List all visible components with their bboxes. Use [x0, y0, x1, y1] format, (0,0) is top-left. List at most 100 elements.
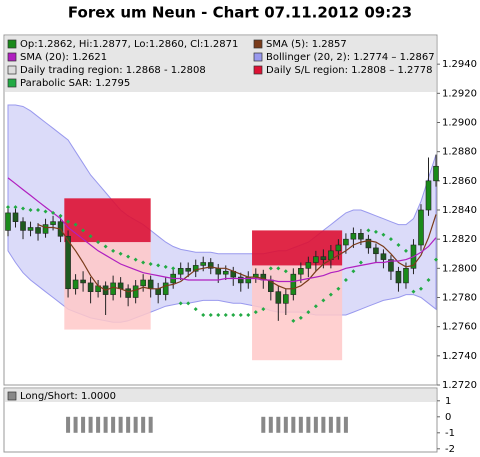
candle-body [373, 247, 379, 255]
candle-body [388, 259, 394, 272]
bar [118, 416, 123, 433]
sar-dot [66, 219, 71, 224]
sar-dot [261, 307, 266, 312]
candle-body [335, 244, 342, 252]
sar-dot [141, 260, 146, 265]
candle-body [305, 262, 312, 269]
legend-swatch [253, 52, 263, 62]
bar [336, 416, 341, 433]
legend-box [5, 389, 436, 402]
lower-plot: 1 0 -1 -2 Long/Short: 1.0000 [5, 389, 455, 455]
legend-label: SMA (5): 1.2857 [266, 39, 347, 50]
sar-dot [111, 248, 116, 253]
candle-body [433, 165, 439, 182]
legend-swatch [7, 391, 17, 401]
bar [306, 416, 311, 433]
sar-dot [396, 243, 401, 247]
candle-body [132, 285, 139, 298]
bar [261, 416, 266, 433]
sar-dot [434, 257, 438, 262]
candle-body [425, 180, 432, 211]
sar-dot [388, 237, 393, 242]
sar-dot [6, 205, 10, 210]
y-tick-label: 1.2720 [442, 380, 477, 391]
candle-body [380, 253, 387, 260]
sar-dot [43, 209, 48, 214]
sar-dot [291, 318, 296, 323]
candle-body [87, 282, 94, 292]
candle-body [343, 238, 349, 246]
sar-dot [358, 260, 363, 265]
sar-dot [366, 228, 371, 233]
bar [66, 416, 71, 433]
bar [141, 416, 146, 433]
bar [268, 416, 273, 433]
sl-region-upper [252, 230, 343, 266]
bar [103, 416, 108, 433]
sar-dot [28, 208, 33, 212]
candle-body [290, 273, 297, 295]
sar-dot [58, 213, 63, 218]
sar-dot [171, 266, 176, 271]
sar-dot [276, 266, 281, 271]
sar-dot [193, 307, 198, 312]
legend-label: Daily trading region: 1.2868 - 1.2808 [20, 65, 206, 76]
bar [126, 416, 131, 433]
candle-body [418, 209, 424, 246]
sar-dot [253, 310, 258, 315]
sar-dot [208, 313, 213, 317]
sar-dot [96, 240, 101, 245]
bar [298, 416, 303, 433]
sar-dot [51, 210, 56, 215]
sar-dot [223, 313, 228, 317]
chart-title: Forex um Neun - Chart 07.11.2012 09:23 [68, 4, 412, 22]
candle-body [155, 288, 161, 295]
candle-body [200, 262, 207, 266]
y-tick-label: 1.2940 [442, 59, 477, 70]
sar-dot [298, 315, 303, 320]
legend-label: Parabolic SAR: 1.2795 [20, 78, 130, 89]
y-tick-label: 1 [445, 396, 451, 407]
sar-dot [178, 301, 183, 306]
bar [328, 416, 333, 433]
legend-swatch [7, 65, 17, 75]
indicator-line [37, 214, 437, 293]
sar-dot [328, 292, 333, 297]
bar [343, 416, 348, 433]
candle-body [12, 212, 19, 222]
sar-dot [126, 254, 131, 259]
sar-dot [343, 278, 348, 282]
sar-dot [238, 313, 243, 317]
candle-body [298, 268, 304, 275]
sar-dot [163, 264, 168, 269]
candle-body [162, 282, 169, 295]
legend-swatch [7, 78, 17, 88]
sar-dot [426, 278, 431, 282]
legend-label: Op:1.2862, Hi:1.2877, Lo:1.2860, Cl:1.28… [20, 39, 238, 50]
candle-body [395, 270, 402, 284]
candle-body [80, 279, 86, 284]
candle-body [147, 279, 154, 290]
legend-swatch [253, 39, 263, 49]
sar-dot [133, 257, 138, 262]
sar-dot [313, 304, 318, 309]
bar [291, 416, 296, 433]
candle-body [275, 291, 282, 304]
y-tick-label: 1.2900 [442, 118, 477, 129]
candle-body [365, 238, 372, 249]
sar-dot [306, 310, 311, 315]
candle-body [403, 268, 409, 284]
sar-dot [411, 289, 416, 294]
sar-dot [231, 313, 236, 317]
candle-body [313, 256, 319, 263]
candle-body [27, 227, 34, 231]
sar-dot [186, 301, 191, 306]
candle-body [215, 268, 222, 275]
y-tick-label: 1.2800 [442, 263, 477, 274]
candle-body [177, 268, 184, 275]
candle-body [5, 212, 11, 231]
sar-dot [321, 298, 326, 303]
candle-body [222, 270, 229, 275]
sar-dot [103, 244, 108, 249]
